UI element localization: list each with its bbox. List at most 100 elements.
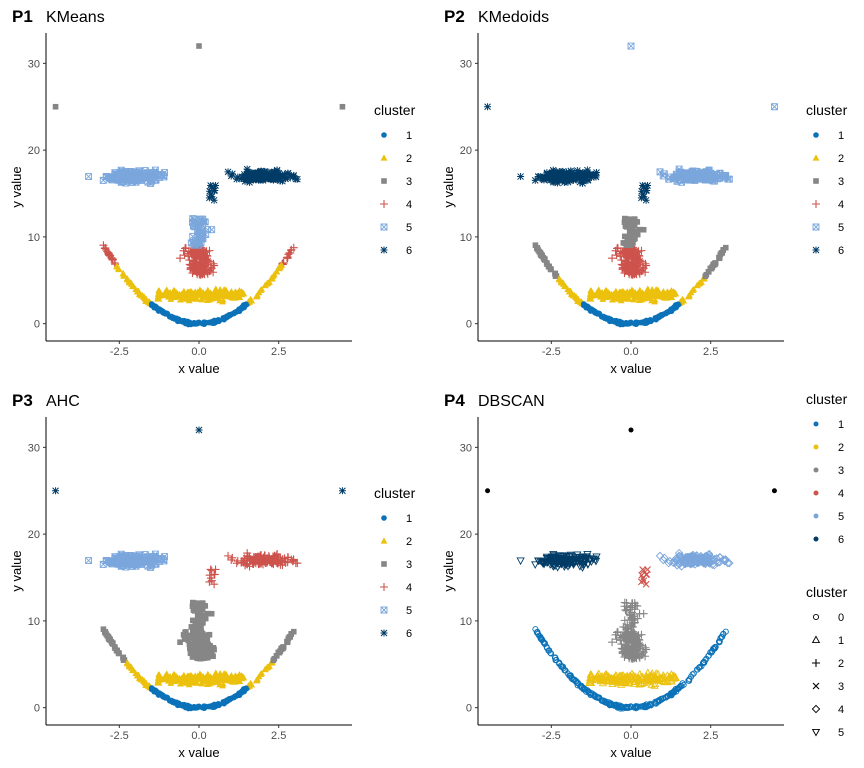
data-point (690, 670, 697, 677)
data-point (625, 651, 634, 660)
data-point (225, 675, 232, 682)
data-point (692, 551, 702, 561)
legend-key (813, 467, 819, 473)
data-point (595, 286, 603, 293)
legend-key (812, 154, 820, 161)
data-point (620, 259, 629, 268)
data-point (123, 659, 131, 666)
data-point (114, 171, 122, 179)
legend2-key (812, 613, 820, 621)
data-point (634, 231, 641, 238)
data-point (224, 551, 233, 560)
data-point (565, 175, 573, 183)
data-point (607, 317, 613, 324)
data-point (206, 631, 213, 638)
y-axis-title: y value (441, 550, 456, 591)
data-point (233, 673, 241, 680)
data-point (638, 187, 646, 195)
data-point (681, 558, 690, 567)
data-point (626, 625, 635, 634)
legend-key (380, 223, 388, 231)
data-point (274, 553, 283, 562)
data-point (613, 627, 622, 636)
legend2-key (811, 704, 821, 714)
legend-label: 6 (406, 628, 412, 640)
data-point (237, 175, 245, 183)
data-point (177, 639, 183, 646)
data-point (196, 630, 203, 636)
data-point (215, 701, 222, 707)
data-point (564, 178, 572, 186)
data-point (629, 652, 638, 661)
data-point (579, 176, 587, 184)
data-point (630, 677, 639, 686)
data-point (593, 169, 601, 177)
data-point (659, 676, 668, 685)
data-point (155, 671, 163, 678)
data-point (702, 273, 709, 280)
data-point (197, 635, 203, 641)
data-point (202, 615, 209, 622)
data-point (187, 633, 194, 640)
panel-title: KMeans (46, 9, 105, 26)
data-point (660, 293, 667, 300)
data-point (273, 166, 281, 174)
data-point (640, 193, 648, 201)
data-point (546, 171, 554, 179)
data-point (643, 320, 649, 326)
data-point (672, 556, 681, 565)
legend-title: cluster (806, 102, 848, 118)
legend-label: 6 (406, 245, 412, 257)
data-point (210, 676, 218, 683)
legend: cluster 1 2 3 4 5 6 cluster 0 1 2 3 4 5 (806, 391, 848, 739)
data-point (198, 292, 205, 299)
data-point (200, 218, 208, 226)
data-point (623, 250, 632, 259)
data-point (679, 295, 686, 302)
data-point (256, 557, 265, 566)
data-point (531, 176, 539, 184)
data-point (637, 319, 644, 326)
data-point (252, 175, 260, 183)
data-point (698, 663, 705, 670)
data-point (531, 561, 540, 569)
data-point (625, 295, 633, 302)
data-point (580, 684, 587, 691)
y-tick-label: 30 (28, 442, 40, 454)
data-point (195, 652, 201, 658)
data-point (262, 173, 270, 181)
data-point (141, 167, 149, 174)
data-point (191, 648, 197, 655)
data-point (52, 487, 60, 495)
data-point (624, 219, 630, 226)
data-point (679, 680, 686, 687)
legend-label: 6 (838, 534, 844, 546)
data-point (591, 557, 601, 566)
data-point (245, 168, 253, 176)
data-point (627, 220, 634, 227)
y-axis-title: y value (441, 166, 456, 207)
data-point (710, 262, 717, 268)
x-tick-label: 2.5 (271, 346, 286, 358)
legend-key (812, 223, 820, 231)
legend-label: 1 (838, 419, 844, 431)
panel-title: DBSCAN (478, 393, 545, 410)
data-point (686, 557, 695, 566)
legend-title: cluster (806, 391, 848, 407)
data-point (251, 559, 260, 568)
data-point (559, 556, 568, 564)
data-point (186, 248, 195, 257)
data-point (583, 166, 591, 174)
data-point (633, 319, 639, 326)
legend-label: 1 (838, 130, 844, 142)
data-point (228, 293, 235, 300)
data-point (637, 651, 646, 660)
data-point (228, 170, 236, 178)
data-point (690, 285, 698, 293)
y-tick-label: 0 (466, 703, 472, 715)
data-point (642, 187, 650, 195)
data-point (538, 559, 547, 568)
data-point (102, 173, 110, 181)
data-point (567, 167, 575, 175)
data-point (625, 321, 632, 327)
